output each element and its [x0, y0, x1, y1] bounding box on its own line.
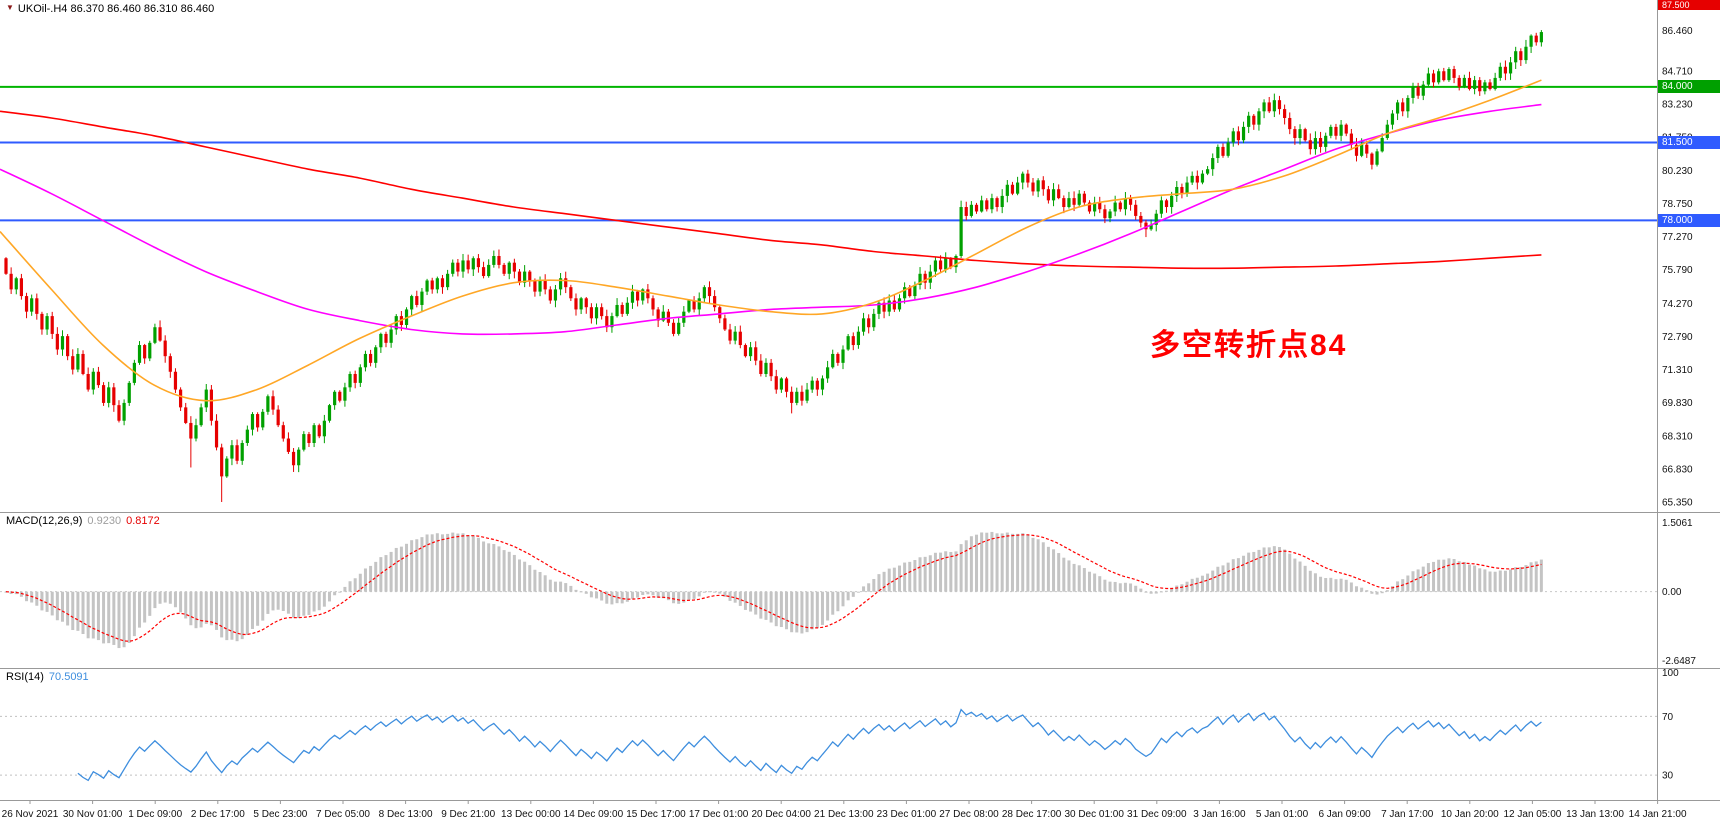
time-label: 1 Dec 09:00 [128, 809, 182, 820]
macd-histogram [4, 531, 1543, 649]
rsi-layer [0, 708, 1657, 782]
time-label: 26 Nov 2021 [2, 809, 59, 820]
time-label: 15 Dec 17:00 [626, 809, 686, 820]
ma-fast-line [0, 79, 1542, 402]
price-tick: 77.270 [1662, 232, 1693, 243]
time-label: 5 Jan 01:00 [1256, 809, 1309, 820]
price-tick: 69.830 [1662, 398, 1693, 409]
time-label: 13 Dec 00:00 [501, 809, 561, 820]
price-tick: 78.750 [1662, 199, 1693, 210]
macd-indicator-label: MACD(12,26,9) 0.9230 0.8172 [6, 515, 160, 527]
macd-main-value: 0.9230 [87, 515, 122, 527]
moving-averages-layer [0, 79, 1542, 402]
time-label: 10 Jan 20:00 [1441, 809, 1499, 820]
time-label: 23 Dec 01:00 [877, 809, 937, 820]
time-axis-labels: 26 Nov 2021 30 Nov 01:00 1 Dec 09:00 2 Dec … [2, 800, 1687, 820]
candles-layer [4, 30, 1543, 502]
rsi-indicator-label: RSI(14) 70.5091 [6, 671, 89, 683]
macd-axis-zero: 0.00 [1662, 587, 1682, 598]
time-label: 7 Dec 05:00 [316, 809, 370, 820]
rsi-axis-30: 30 [1662, 771, 1674, 782]
time-label: 31 Dec 09:00 [1127, 809, 1187, 820]
price-tick: 75.790 [1662, 265, 1693, 276]
time-label: 30 Dec 01:00 [1064, 809, 1124, 820]
rsi-line [77, 708, 1542, 782]
time-label: 20 Dec 04:00 [751, 809, 811, 820]
time-label: 5 Dec 23:00 [253, 809, 307, 820]
level-84-price-box: 84.000 [1658, 80, 1720, 93]
macd-axis-max: 1.5061 [1662, 518, 1693, 529]
rsi-panel[interactable] [0, 668, 1657, 800]
time-label: 12 Jan 05:00 [1503, 809, 1561, 820]
rsi-axis-labels: 100 70 30 [1662, 668, 1679, 782]
price-tick: 72.790 [1662, 332, 1693, 343]
level-78-price-box: 78.000 [1658, 214, 1720, 227]
price-tick: 84.710 [1662, 67, 1693, 78]
rsi-axis-100: 100 [1662, 668, 1679, 679]
price-tick: 80.230 [1662, 166, 1693, 177]
time-label: 13 Jan 13:00 [1566, 809, 1624, 820]
chart-title: ▼ UKOil-.H4 86.370 86.460 86.310 86.460 [6, 3, 214, 15]
ask-price-box: 87.500 [1658, 0, 1720, 10]
time-label: 30 Nov 01:00 [63, 809, 123, 820]
chart-title-text: UKOil-.H4 86.370 86.460 86.310 86.460 [17, 3, 215, 15]
time-label: 2 Dec 17:00 [191, 809, 245, 820]
time-label: 28 Dec 17:00 [1002, 809, 1062, 820]
rsi-axis-70: 70 [1662, 712, 1674, 723]
price-tick: 66.830 [1662, 465, 1693, 476]
level-81-5-price-box: 81.500 [1658, 136, 1720, 149]
price-tick: 74.270 [1662, 299, 1693, 310]
time-label: 14 Dec 09:00 [564, 809, 624, 820]
time-label: 27 Dec 08:00 [939, 809, 999, 820]
time-label: 14 Jan 21:00 [1629, 809, 1687, 820]
macd-axis-min: -2.6487 [1662, 656, 1696, 667]
rsi-name: RSI(14) [6, 671, 44, 683]
price-tick: 65.350 [1662, 497, 1693, 508]
time-label: 6 Jan 09:00 [1318, 809, 1371, 820]
macd-layer [0, 531, 1657, 649]
current-price-label: 86.460 [1662, 26, 1693, 37]
rsi-value: 70.5091 [48, 671, 89, 683]
time-label: 8 Dec 13:00 [379, 809, 433, 820]
time-label: 3 Jan 16:00 [1193, 809, 1246, 820]
chart-shift-icon: ▼ [6, 3, 14, 12]
macd-name: MACD(12,26,9) [6, 515, 83, 527]
price-tick: 83.230 [1662, 99, 1693, 110]
ma-slow-line [0, 110, 1542, 270]
time-label: 21 Dec 13:00 [814, 809, 874, 820]
price-tick: 68.310 [1662, 432, 1693, 443]
macd-signal-value: 0.8172 [126, 515, 160, 527]
price-tick: 71.310 [1662, 365, 1693, 376]
macd-signal-line [5, 534, 1542, 642]
time-label: 17 Dec 01:00 [689, 809, 749, 820]
ma-mid-line [0, 103, 1542, 336]
time-label: 9 Dec 21:00 [441, 809, 495, 820]
panel-borders [0, 0, 1720, 801]
time-label: 7 Jan 17:00 [1381, 809, 1434, 820]
macd-axis-labels: 1.5061 0.00 -2.6487 [1662, 518, 1696, 667]
annotation-text: 多空转折点84 [1150, 329, 1348, 362]
